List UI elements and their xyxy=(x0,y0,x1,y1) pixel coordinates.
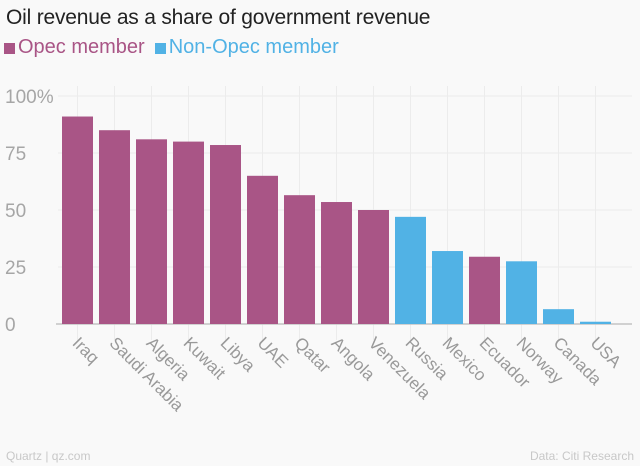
legend-swatch-non-opec xyxy=(154,43,166,54)
bar-venezuela xyxy=(358,210,389,324)
legend: Opec member Non-Opec member xyxy=(4,36,339,59)
x-tick-label: Iraq xyxy=(69,333,103,367)
legend-item-non-opec: Non-Opec member xyxy=(154,36,339,59)
bar-qatar xyxy=(284,195,315,324)
bar-uae xyxy=(247,175,278,324)
y-axis-ticks: 0 25 50 75 100% xyxy=(5,87,54,336)
bar-canada xyxy=(543,309,574,324)
y-tick-label: 50 xyxy=(5,201,26,222)
bar-saudi-arabia xyxy=(99,130,130,324)
x-tick-label: UAE xyxy=(254,333,292,371)
y-tick-label: 25 xyxy=(5,258,26,279)
legend-label-opec: Opec member xyxy=(18,36,145,58)
bar-libya xyxy=(210,145,241,324)
bar-algeria xyxy=(136,139,167,324)
bar-iraq xyxy=(62,116,93,325)
footer-source-right: Data: Citi Research xyxy=(529,449,634,463)
bar-russia xyxy=(395,216,426,324)
legend-item-opec: Opec member xyxy=(4,36,145,59)
bar-angola xyxy=(321,202,352,324)
bars xyxy=(62,116,611,325)
bar-kuwait xyxy=(173,141,204,324)
y-tick-label: 100% xyxy=(5,87,54,108)
y-tick-label: 0 xyxy=(5,315,16,336)
footer-source-left: Quartz | qz.com xyxy=(6,449,91,463)
bar-mexico xyxy=(432,251,463,324)
chart-title: Oil revenue as a share of government rev… xyxy=(6,6,431,29)
bar-norway xyxy=(506,261,537,324)
bar-usa xyxy=(580,321,611,324)
bar-ecuador xyxy=(469,256,500,324)
x-axis-labels: Iraq Saudi ArabiaAlgeriaKuwaitLibyaUAEQat… xyxy=(69,333,626,415)
y-tick-label: 75 xyxy=(5,144,26,165)
legend-label-non-opec: Non-Opec member xyxy=(168,36,339,58)
legend-swatch-opec xyxy=(4,43,15,54)
x-tick-label: Qatar xyxy=(291,333,335,377)
